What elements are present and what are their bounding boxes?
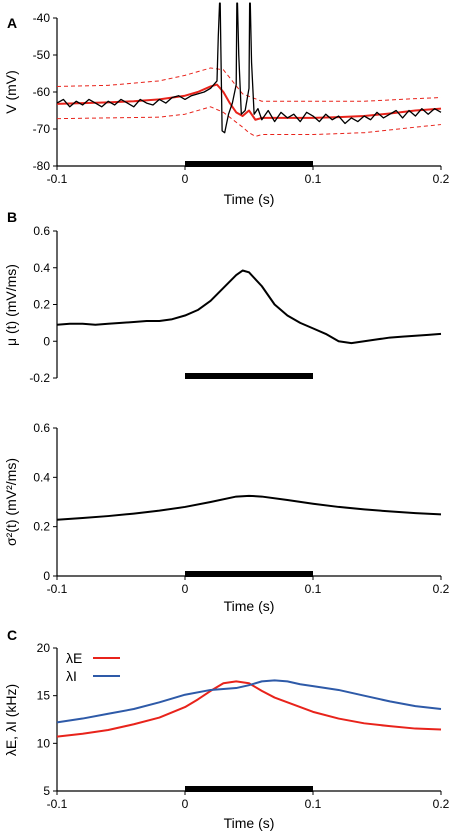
series-line-lambda-i (56, 679, 442, 724)
y-tick-label: -40 (33, 11, 51, 25)
y-tick-label: 20 (37, 641, 51, 655)
x-tick-label: 0.2 (433, 582, 450, 596)
trace-line (56, 269, 442, 345)
panel-letter: B (7, 209, 17, 225)
y-tick-label: -70 (33, 122, 51, 136)
chart-a: A -40 -50 -60 -70 -80-0.1 0 0.1 0.2 Time (s) V (mV… (3, 2, 450, 207)
legend: λE λI (66, 650, 120, 684)
x-tick-label: -0.1 (47, 172, 68, 186)
x-tick-label: -0.1 (47, 797, 68, 811)
y-tick-label: 0.6 (33, 421, 50, 435)
stimulus-bar (185, 786, 313, 792)
mean-voltage-line (56, 83, 442, 121)
legend-label: λE (66, 650, 82, 666)
chart-c: C 20 15 10 5-0.1 0 0.1 0.2 Time (s) λE, λI (kHz) λ… (3, 627, 450, 831)
x-axis-label: Time (s) (224, 598, 275, 614)
y-tick-label: 15 (37, 689, 51, 703)
x-axis-label: Time (s) (224, 191, 275, 207)
membrane-trace-line (56, 2, 442, 134)
y-tick-label: 0.2 (33, 298, 50, 312)
lower-band-line (56, 106, 442, 137)
x-tick-label: -0.1 (47, 582, 68, 596)
y-tick-label: -80 (33, 159, 51, 173)
y-tick-label: 10 (37, 736, 51, 750)
series-line-lambda-e (56, 680, 442, 738)
x-tick-label: 0 (182, 582, 189, 596)
y-tick-label: 0.2 (33, 520, 50, 534)
x-tick-label: 0 (182, 797, 189, 811)
x-tick-label: 0.1 (305, 797, 322, 811)
stimulus-bar (185, 373, 313, 379)
y-axis-label: μ (t) (mV/ms) (3, 264, 19, 346)
x-tick-label: 0.2 (433, 172, 450, 186)
y-tick-label: -0.2 (29, 371, 50, 385)
upper-band-line (56, 67, 442, 102)
y-tick-label: 0.4 (33, 470, 50, 484)
y-axis-label: σ²(t) (mV²/ms) (3, 458, 19, 546)
stimulus-bar (185, 571, 313, 577)
x-tick-label: 0.2 (433, 797, 450, 811)
y-tick-label: 0.6 (33, 224, 50, 238)
y-tick-label: 5 (43, 784, 50, 798)
y-tick-label: -50 (33, 48, 51, 62)
y-tick-label: 0 (43, 569, 50, 583)
panel-letter: A (7, 15, 17, 31)
x-tick-label: 0.1 (305, 582, 322, 596)
legend-label: λI (66, 668, 77, 684)
x-axis-label: Time (s) (224, 815, 275, 831)
panel-letter: C (7, 627, 17, 643)
x-tick-label: 0.1 (305, 172, 322, 186)
y-tick-label: -60 (33, 85, 51, 99)
y-tick-label: 0.4 (33, 261, 50, 275)
y-axis-label: λE, λI (kHz) (3, 684, 19, 756)
y-tick-label: 0 (43, 334, 50, 348)
stimulus-bar (185, 161, 313, 167)
trace-line (56, 494, 442, 521)
x-tick-label: 0 (182, 172, 189, 186)
chart-b-mu: B 0.6 0.4 0.2 0 -0.2 μ (t) (mV/ms) (3, 209, 442, 385)
y-axis-label: V (mV) (3, 70, 19, 114)
